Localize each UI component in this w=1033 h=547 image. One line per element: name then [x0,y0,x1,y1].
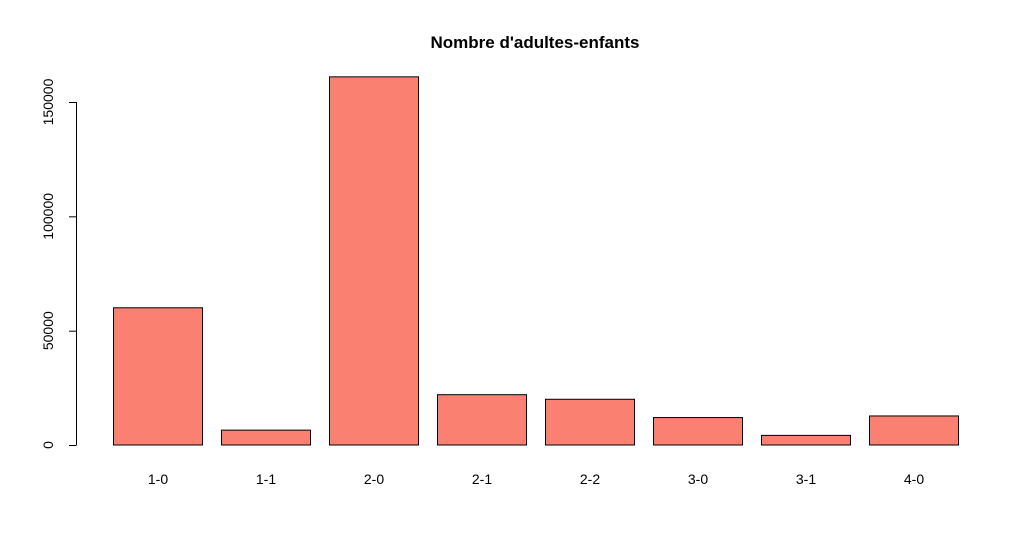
chart-title: Nombre d'adultes-enfants [430,33,639,52]
x-tick-label-3-0: 3-0 [688,471,708,487]
x-tick-label-2-1: 2-1 [472,471,492,487]
y-tick-label: 150000 [40,78,56,125]
bar-2-0 [329,76,419,446]
x-tick-label-1-1: 1-1 [256,471,276,487]
bar-3-1 [761,434,851,446]
x-axis-labels: 1-0 1-1 2-0 2-1 2-2 3-0 3-1 4-0 [148,471,924,487]
x-tick-label-3-1: 3-1 [796,471,816,487]
x-tick-label-2-2: 2-2 [580,471,600,487]
bar-2-2 [545,398,635,446]
bar-3-0 [653,417,743,446]
x-tick-label-2-0: 2-0 [364,471,384,487]
bars [113,76,959,446]
y-axis: 0 50000 100000 150000 [40,78,77,449]
y-tick-label: 50000 [40,311,56,350]
bar-1-0 [113,307,203,446]
bar-1-1 [221,429,311,446]
x-tick-label-1-0: 1-0 [148,471,168,487]
bar-2-1 [437,394,527,446]
y-tick-label: 0 [40,441,56,449]
y-tick-label: 100000 [40,193,56,240]
bar-4-0 [869,415,959,446]
x-tick-label-4-0: 4-0 [904,471,924,487]
